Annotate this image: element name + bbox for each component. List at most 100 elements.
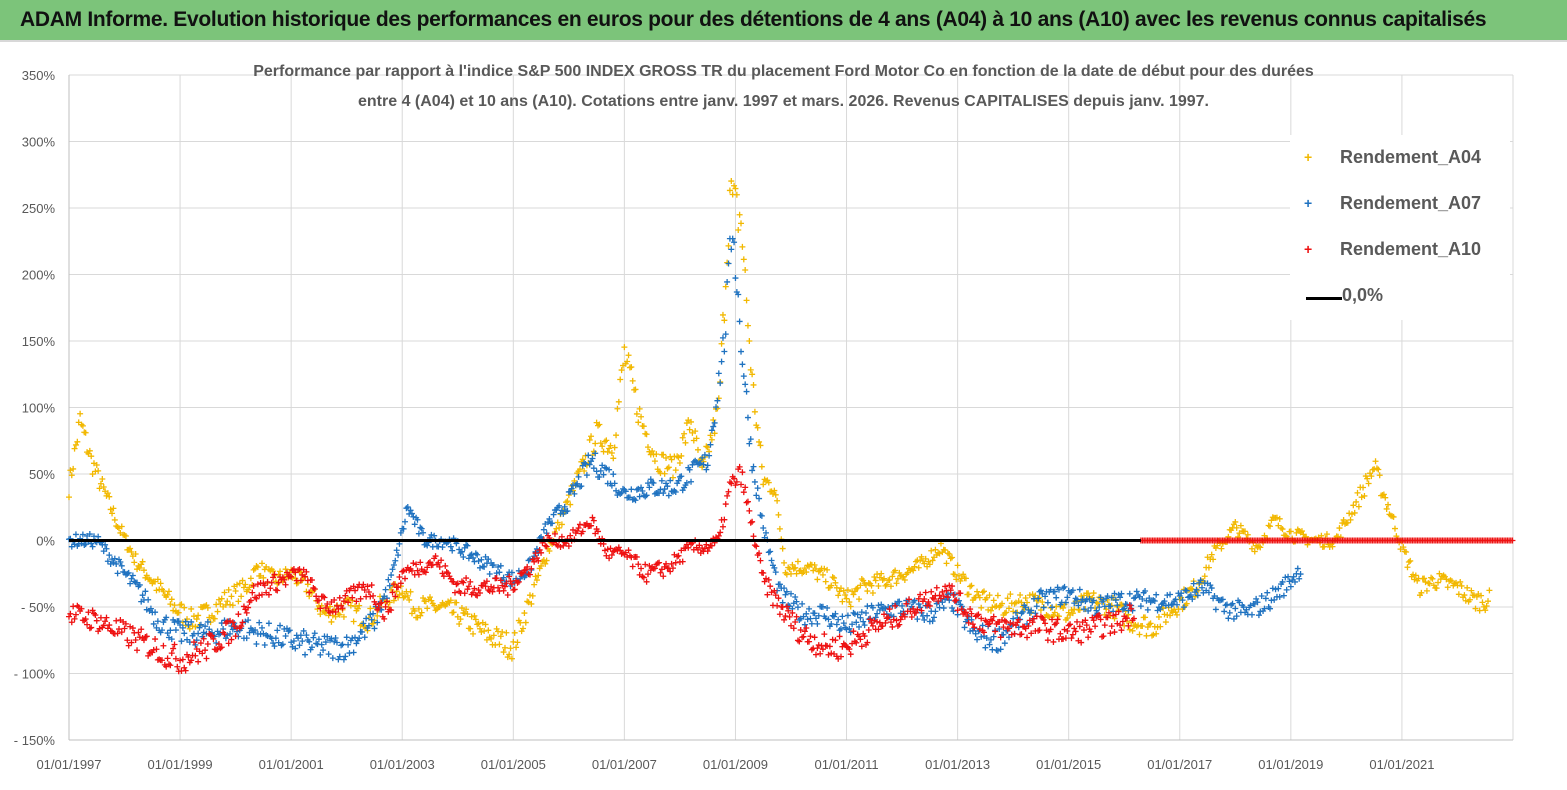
data-point (396, 574, 403, 581)
data-point (943, 560, 950, 567)
data-point (570, 526, 577, 533)
data-point (1053, 594, 1060, 601)
data-point (357, 595, 364, 602)
data-point (911, 597, 918, 604)
data-point (801, 565, 808, 572)
data-point (145, 596, 152, 603)
data-point (588, 522, 595, 529)
data-point (449, 547, 456, 554)
data-point (667, 568, 674, 575)
data-point (328, 618, 335, 625)
legend-zero: 0,0% (1342, 285, 1384, 305)
data-point (277, 622, 284, 629)
data-point (756, 438, 763, 445)
data-point (586, 461, 593, 468)
data-point (782, 613, 789, 620)
data-point (195, 658, 202, 665)
data-point (746, 507, 753, 514)
data-point (88, 624, 95, 631)
data-point (540, 526, 547, 533)
data-point (740, 373, 747, 380)
data-point (1001, 617, 1008, 624)
data-point (575, 524, 582, 531)
data-point (1025, 622, 1032, 629)
data-point (1108, 594, 1115, 601)
data-point (736, 463, 743, 470)
data-point (185, 621, 192, 628)
data-point (315, 597, 322, 604)
data-point (901, 613, 908, 620)
data-point (986, 620, 993, 627)
data-point (143, 633, 150, 640)
data-point (427, 559, 433, 566)
data-point (1150, 631, 1157, 638)
data-point (134, 566, 141, 573)
data-point (1137, 603, 1144, 610)
data-point (1093, 613, 1100, 620)
data-point (803, 624, 810, 631)
data-point (763, 575, 770, 582)
data-point (1287, 528, 1294, 535)
gridlines (68, 74, 1514, 741)
data-point (929, 618, 936, 625)
data-point (84, 621, 91, 628)
data-point (760, 569, 767, 576)
data-point (1403, 549, 1410, 556)
data-point (725, 260, 732, 267)
data-point (1060, 635, 1067, 642)
data-point (1294, 565, 1301, 572)
data-point (832, 610, 839, 617)
data-point (232, 633, 239, 640)
data-point (910, 567, 917, 574)
data-point (931, 596, 938, 603)
data-point (929, 557, 936, 564)
data-point (735, 291, 742, 298)
data-point (193, 616, 200, 623)
data-point (327, 609, 334, 616)
data-point (644, 571, 651, 578)
data-point (1257, 544, 1264, 551)
data-point (136, 564, 143, 571)
data-point (978, 604, 985, 611)
data-point (989, 604, 996, 611)
data-point (857, 636, 864, 643)
data-point (883, 615, 890, 622)
data-point (814, 620, 821, 627)
data-point (743, 388, 750, 395)
data-point (1086, 595, 1093, 602)
data-point (526, 571, 533, 578)
data-point (753, 492, 760, 499)
data-point (839, 598, 846, 605)
data-point (495, 584, 502, 591)
data-point (663, 454, 670, 461)
data-point (597, 440, 604, 447)
data-point (708, 436, 715, 443)
data-point (340, 613, 347, 620)
data-point (129, 625, 136, 632)
data-point (150, 620, 157, 627)
data-point (1011, 630, 1018, 637)
data-point (79, 531, 86, 538)
data-point (828, 620, 835, 627)
data-point (114, 570, 121, 577)
data-point (508, 655, 515, 662)
data-point (986, 641, 993, 648)
data-point (1043, 627, 1050, 634)
legend-marker-a04: + (1304, 149, 1313, 165)
data-point (967, 583, 974, 590)
data-point (1112, 597, 1119, 604)
data-point (886, 606, 893, 613)
data-point (615, 398, 622, 405)
data-point (1283, 586, 1290, 593)
data-point (102, 618, 109, 625)
data-point (110, 559, 117, 566)
data-point (410, 560, 417, 567)
data-point (182, 618, 189, 625)
data-point (761, 578, 768, 585)
data-point (1348, 511, 1355, 518)
data-point (962, 609, 969, 616)
data-point (1366, 470, 1373, 477)
data-point (420, 594, 427, 601)
data-point (1153, 630, 1160, 637)
data-point (118, 629, 125, 636)
